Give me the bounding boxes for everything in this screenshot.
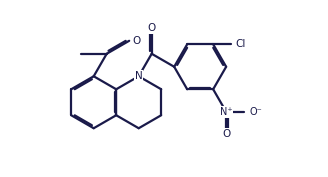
Text: O: O: [148, 23, 156, 33]
Text: Cl: Cl: [235, 39, 246, 49]
Text: N⁺: N⁺: [220, 107, 233, 117]
Text: O: O: [222, 129, 230, 139]
Text: O: O: [133, 36, 141, 46]
Text: O⁻: O⁻: [249, 107, 262, 117]
Text: N: N: [135, 71, 143, 81]
